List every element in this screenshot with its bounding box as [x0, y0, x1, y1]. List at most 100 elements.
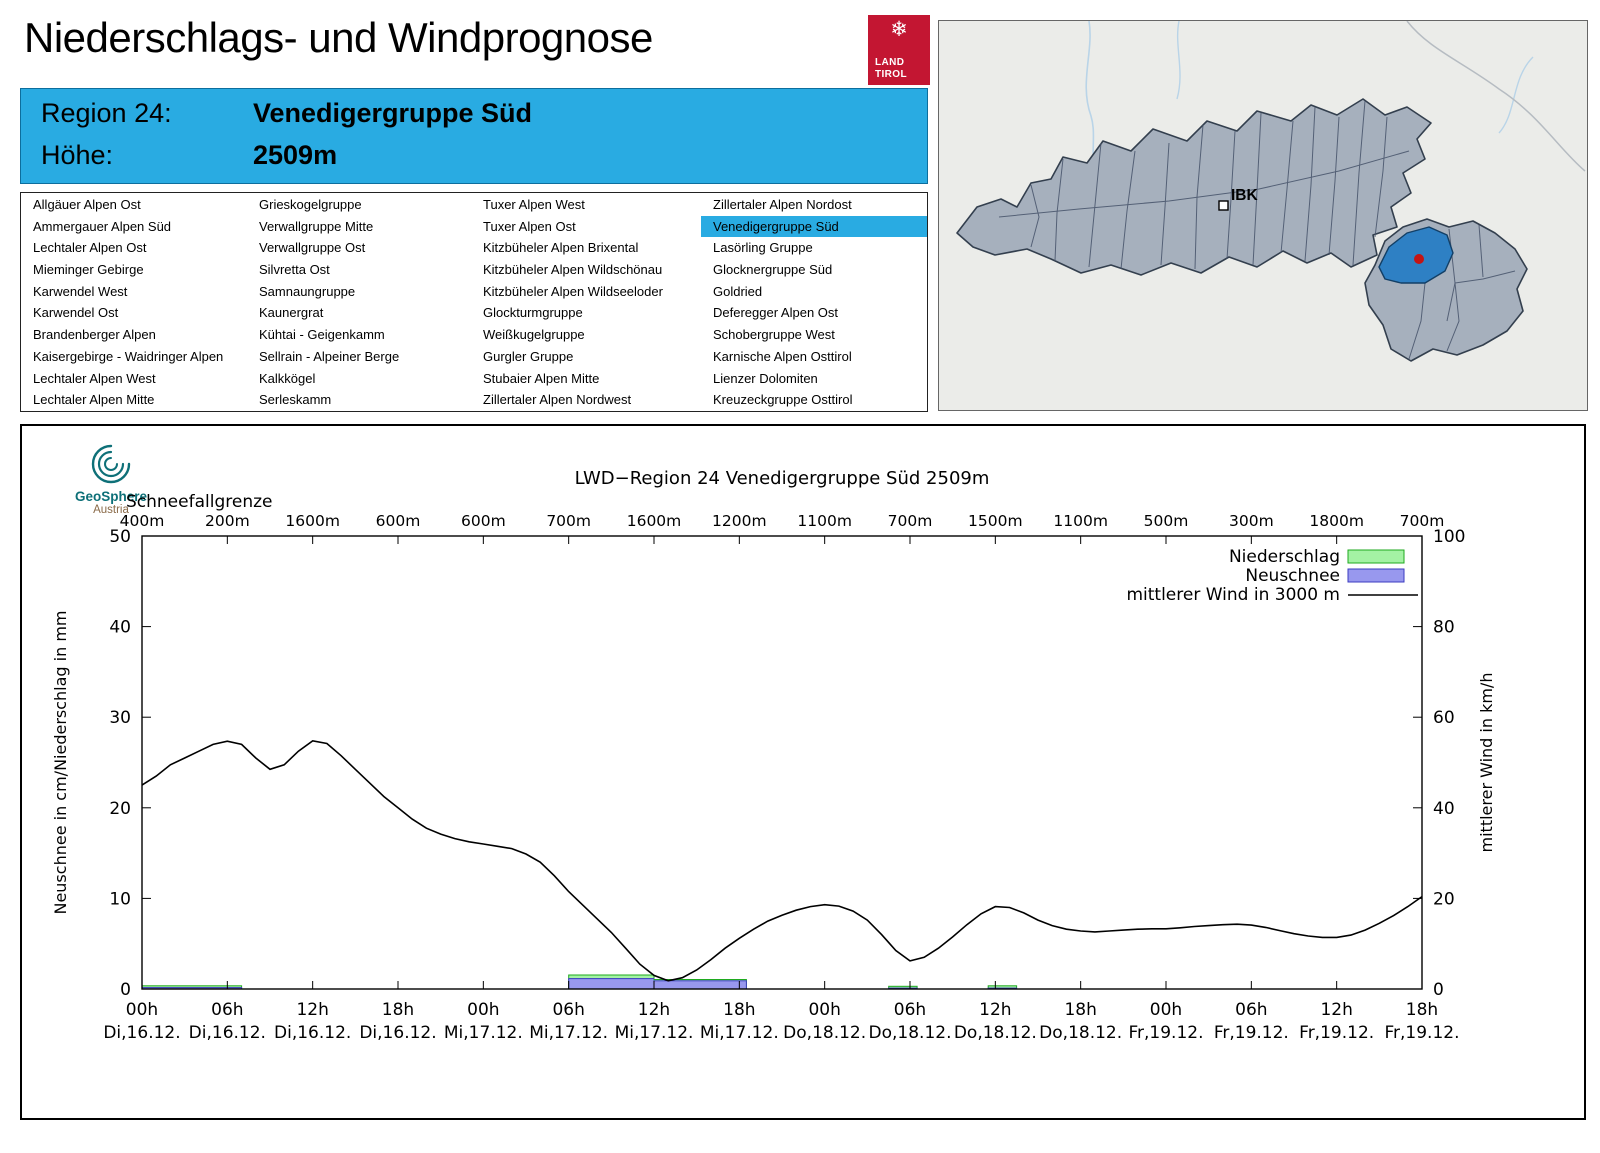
region-list-item[interactable]: Deferegger Alpen Ost	[713, 305, 839, 321]
region-list-item[interactable]: Karwendel West	[33, 283, 128, 299]
x-tick-date: Do,18.12.	[783, 1023, 866, 1043]
snowline-value: 1100m	[797, 512, 852, 530]
wind-line	[141, 739, 1423, 982]
chart-title: LWD−Region 24 Venedigergruppe Süd 2509m	[575, 468, 990, 489]
legend-label: Niederschlag	[1229, 547, 1340, 567]
region-list-item[interactable]: Karwendel Ost	[33, 305, 119, 321]
country-border	[1406, 21, 1586, 172]
snowline-value: 600m	[461, 512, 506, 530]
region-list-item[interactable]: Ammergauer Alpen Süd	[33, 218, 172, 234]
x-tick-hour: 18h	[382, 1000, 414, 1020]
geosphere-swirl-icon	[91, 444, 131, 484]
river-line	[1176, 21, 1181, 100]
x-tick-date: Fr,19.12.	[1128, 1023, 1203, 1043]
region-list-item[interactable]: Tuxer Alpen Ost	[483, 218, 576, 234]
region-list-item[interactable]: Zillertaler Alpen Nordost	[713, 197, 852, 212]
snowline-value: 700m	[1400, 512, 1445, 530]
snowline-value: 700m	[546, 512, 591, 530]
ibk-marker-square	[1218, 200, 1229, 211]
station-marker-dot	[1414, 254, 1424, 264]
snowline-value: 300m	[1229, 512, 1274, 530]
region-list-item[interactable]: Glocknergruppe Süd	[713, 262, 833, 278]
land-tirol-logo: ❄ LAND TIROL	[868, 15, 930, 85]
snowline-value: 1800m	[1309, 512, 1364, 530]
y-right-tick-label: 100	[1433, 527, 1465, 547]
snowline-value: 1200m	[712, 512, 767, 530]
x-tick-date: Mi,17.12.	[700, 1023, 779, 1043]
region-list-item[interactable]: Lechtaler Alpen West	[33, 370, 156, 386]
region-list-item[interactable]: Brandenberger Alpen	[33, 327, 156, 343]
north-tirol-region[interactable]	[956, 98, 1432, 276]
forecast-chart-panel: GeoSphere Austria 00h Di,16.12. 400m 06h Di,…	[20, 424, 1586, 1120]
snowline-axis-label: Schneefallgrenze	[126, 492, 272, 512]
x-axis: 00h Di,16.12. 400m 06h Di,16.12. 200m 12h Di,16…	[103, 512, 1459, 1043]
region-list-item[interactable]: Stubaier Alpen Mitte	[483, 370, 600, 386]
region-list-item[interactable]: Kitzbüheler Alpen Brixental	[483, 240, 639, 256]
region-list: Allgäuer Alpen Ost Ammergauer Alpen Süd Le…	[20, 192, 928, 412]
region-list-item[interactable]: Serleskamm	[259, 392, 332, 408]
x-tick-hour: 06h	[552, 1000, 584, 1020]
bars	[141, 974, 1018, 990]
y-right-tick-label: 40	[1433, 799, 1455, 819]
legend-swatch	[1347, 568, 1405, 583]
region-list-item[interactable]: Lechtaler Alpen Mitte	[33, 392, 155, 408]
region-list-item[interactable]: Kreuzeckgruppe Osttirol	[713, 392, 853, 408]
snowline-value: 1600m	[285, 512, 340, 530]
region-list-item[interactable]: Kalkkögel	[259, 370, 316, 386]
y-right-tick-label: 60	[1433, 708, 1455, 728]
region-list-item[interactable]: Glockturmgruppe	[483, 305, 583, 321]
legend-label: Neuschnee	[1245, 566, 1340, 586]
region-list-item[interactable]: Lienzer Dolomiten	[713, 370, 818, 386]
x-tick-hour: 12h	[296, 1000, 328, 1020]
region-list-item[interactable]: Sellrain - Alpeiner Berge	[259, 348, 400, 364]
legend-swatch	[1347, 549, 1405, 564]
region-list-item[interactable]: Goldried	[713, 283, 763, 299]
region-list-item[interactable]: Kaisergebirge - Waidringer Alpen	[33, 348, 224, 364]
x-tick-date: Do,18.12.	[869, 1023, 952, 1043]
region-list-item[interactable]: Lechtaler Alpen Ost	[33, 240, 147, 256]
x-tick-date: Di,16.12.	[274, 1023, 351, 1043]
region-list-item[interactable]: Gurgler Gruppe	[483, 348, 574, 364]
snow-bar	[653, 980, 747, 990]
region-list-item[interactable]: Kaunergrat	[259, 305, 324, 321]
x-tick-date: Di,16.12.	[103, 1023, 180, 1043]
region-list-item[interactable]: Verwallgruppe Mitte	[259, 218, 374, 234]
region-list-item[interactable]: Kitzbüheler Alpen Wildseeloder	[483, 283, 663, 299]
snowline-value: 1500m	[968, 512, 1023, 530]
region-list-item[interactable]: Tuxer Alpen West	[483, 197, 585, 212]
region-list-item[interactable]: Verwallgruppe Ost	[259, 240, 366, 256]
y-left-tick-label: 50	[109, 527, 131, 547]
region-list-item[interactable]: Kühtai - Geigenkamm	[259, 327, 385, 343]
geosphere-country: Austria	[93, 504, 129, 516]
region-list-item[interactable]: Kitzbüheler Alpen Wildschönau	[483, 262, 663, 278]
region-row: Region 24: Venedigergruppe Süd	[41, 98, 532, 129]
region-list-item[interactable]: Grieskogelgruppe	[259, 197, 362, 212]
region-list-item[interactable]: Zillertaler Alpen Nordwest	[483, 392, 632, 408]
region-list-item[interactable]: Samnaungruppe	[259, 283, 356, 299]
region-list-item[interactable]: Schobergruppe West	[713, 327, 835, 343]
x-tick-hour: 00h	[1150, 1000, 1182, 1020]
x-tick-date: Do,18.12.	[954, 1023, 1037, 1043]
region-list-item[interactable]: Silvretta Ost	[259, 262, 330, 278]
region-label: Region 24:	[41, 98, 172, 128]
land-logo-text-land: LAND	[875, 57, 905, 68]
x-tick-hour: 00h	[808, 1000, 840, 1020]
region-list-item[interactable]: Mieminger Gebirge	[33, 262, 144, 278]
river-line	[1498, 56, 1534, 134]
region-list-item[interactable]: Lasörling Gruppe	[713, 240, 813, 256]
region-list-item[interactable]: Allgäuer Alpen Ost	[33, 197, 141, 212]
snow-bar	[568, 978, 655, 990]
x-tick-date: Di,16.12.	[189, 1023, 266, 1043]
x-tick-hour: 18h	[1406, 1000, 1438, 1020]
snowflake-icon: ❄	[890, 18, 908, 41]
region-list-item-selected[interactable]: Venedigergruppe Süd	[701, 215, 927, 238]
tirol-map[interactable]: IBK	[938, 20, 1588, 411]
forecast-chart: 00h Di,16.12. 400m 06h Di,16.12. 200m 12h Di,16…	[51, 468, 1496, 1043]
snowline-value: 1100m	[1053, 512, 1108, 530]
page-title: Niederschlags- und Windprognose	[24, 14, 653, 61]
region-list-item[interactable]: Karnische Alpen Osttirol	[713, 348, 852, 364]
x-tick-date: Do,18.12.	[1039, 1023, 1122, 1043]
region-list-item[interactable]: Weißkugelgruppe	[483, 327, 585, 343]
altitude-row: Höhe: 2509m	[41, 140, 337, 171]
y-right-tick-label: 20	[1433, 889, 1455, 909]
